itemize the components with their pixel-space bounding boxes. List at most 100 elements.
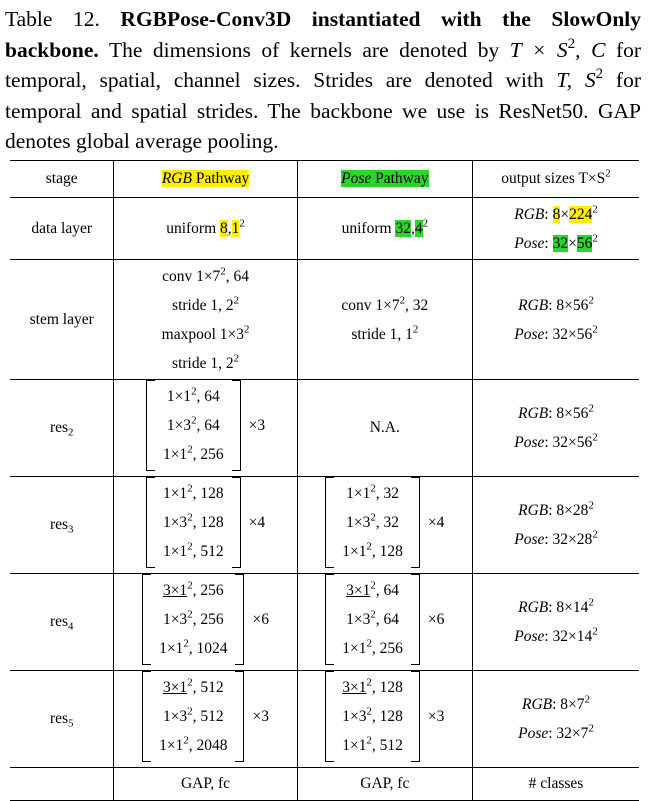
out-res2-rgb-label: RGB [518, 405, 549, 422]
header-pose-italic: Pose [341, 170, 372, 187]
pose-data-layer: uniform 32,42 [296, 197, 473, 260]
rgb-res2-body: 1×12, 64 1×32, 64 1×12, 256 [155, 380, 232, 471]
rgb-res3-k2: 1×3 [162, 514, 188, 531]
rgb-res2-k3-sup: 2 [187, 443, 193, 456]
rgb-res3-body: 1×12, 128 1×32, 128 1×12, 512 [155, 477, 232, 568]
table-row-res4: res4 3×12, 256 1×32, 256 1×12, 1024 ×6 3… [10, 573, 639, 671]
pose-stem-2-sup: 2 [412, 323, 419, 335]
caption-math-b: T, S [556, 68, 596, 92]
bracket-right [235, 574, 245, 665]
pose-stem-2: stride 1, 1 [351, 325, 413, 343]
stage-head-empty [10, 767, 115, 801]
pose-res5-c1: , 128 [371, 679, 403, 696]
caption-text-a: The dimensions of kernels are denoted by [108, 37, 500, 62]
table-row-res3: res3 1×12, 128 1×32, 128 1×12, 512 ×4 1×… [10, 476, 639, 574]
pose-res4-k1: 3×1 [346, 582, 371, 599]
bracket-left [142, 671, 152, 762]
out-data-pose-a: 32 [552, 234, 569, 252]
pose-res4-block: 3×12, 64 1×32, 64 1×12, 256 ×6 [325, 574, 444, 665]
out-data-rgb-a: 8 [552, 205, 561, 223]
rgb-res5-k3-sup: 2 [183, 734, 189, 747]
header-output-sizes: output sizes T×S2 [471, 160, 639, 198]
rgb-res4-k1: 3×1 [162, 582, 188, 599]
out-res5-rgb-sup: 2 [584, 693, 590, 706]
pose-res5-body: 3×12, 128 1×32, 128 1×12, 512 [334, 671, 411, 762]
pose-res3-k3: 1×1 [342, 543, 367, 560]
pose-res2: N.A. [296, 379, 473, 477]
rgb-stem-2-sup: 2 [233, 294, 240, 306]
rgb-res4-body: 3×12, 256 1×32, 256 1×12, 1024 [151, 574, 235, 665]
pose-stem-1-tail: , 32 [405, 296, 429, 314]
table-row-stem-layer: stem layer conv 1×72, 64 stride 1, 22 ma… [10, 259, 639, 380]
caption-label: Table 12. [5, 7, 100, 31]
out-res2-pose-sup: 2 [592, 431, 598, 444]
bracket-left [142, 574, 152, 665]
rgb-stem-4-sup: 2 [233, 352, 240, 364]
out-res4-pose-sup: 2 [592, 625, 598, 638]
rgb-res3-c3: , 512 [192, 543, 224, 560]
stage-stem-layer: stem layer [10, 259, 115, 380]
caption-text-c: for temporal and spatial strides. The ba… [5, 68, 641, 153]
table-row-res5: res5 3×12, 512 1×32, 512 1×12, 2048 ×3 3… [10, 670, 639, 768]
out-data-pose-x: × [568, 234, 577, 252]
bracket-left [325, 477, 335, 568]
rgb-res5-c3: , 2048 [188, 737, 228, 754]
rgb-res4-k2-sup: 2 [187, 608, 193, 621]
rgb-res5-c1: , 512 [192, 679, 224, 696]
rgb-res4-mult: ×6 [252, 610, 269, 628]
out-data-rgb-x: × [560, 205, 570, 223]
out-res5-pose-sup: 2 [588, 722, 594, 735]
stage-res4-sub: 4 [68, 620, 74, 633]
rgb-res5-k2: 1×3 [162, 708, 188, 725]
stage-res5-text: res [49, 710, 69, 727]
rgb-stem-1-sup: 2 [220, 265, 226, 277]
stage-res2-text: res [49, 419, 69, 436]
stage-res4: res4 [10, 573, 115, 671]
pose-res5-k2-sup: 2 [366, 705, 372, 718]
pose-stem-1: conv 1×7 [341, 296, 400, 314]
pose-res4-k3: 1×1 [342, 640, 367, 657]
pose-stem-layer: conv 1×72, 32 stride 1, 12 [296, 259, 473, 380]
rgb-res3-c1: , 128 [192, 485, 224, 502]
rgb-res4-k3: 1×1 [159, 640, 184, 657]
caption-bold-title: RGBPose-Conv3D instantiated with the Slo… [5, 7, 641, 62]
rgb-res4-c3: , 1024 [188, 640, 228, 657]
stage-res3-sub: 3 [68, 523, 74, 536]
out-res2-pose-label: Pose [514, 434, 545, 451]
caption-math-a-tail: , C [575, 37, 606, 62]
rgb-res3-k1-sup: 2 [187, 482, 193, 495]
stage-res3-text: res [49, 516, 69, 533]
caption-math-b-sup: 2 [595, 65, 604, 82]
bracket-right [231, 380, 241, 471]
stage-res4-text: res [49, 613, 69, 630]
bracket-left [145, 477, 155, 568]
rgb-res5-mult: ×3 [252, 707, 269, 725]
bracket-left [325, 574, 335, 665]
pose-stem-1-sup: 2 [399, 294, 406, 306]
output-data-layer: RGB: 8×2242 Pose: 32×562 [471, 197, 639, 260]
pose-data-sep: , [410, 219, 415, 237]
out-res5-rgb-label: RGB [521, 696, 553, 713]
rgb-res2-k3: 1×1 [162, 446, 188, 463]
rgb-res2-c1: , 64 [196, 388, 220, 405]
stage-res3: res3 [10, 476, 115, 574]
rgb-res3-k1: 1×1 [162, 485, 188, 502]
rgb-data-layer: uniform 8,12 [113, 197, 298, 260]
out-data-pose-b: 56 [576, 234, 593, 252]
output-stem-layer: RGB: 8×562 Pose: 32×562 [471, 259, 639, 380]
out-res4-pose-val: : 32×14 [544, 628, 593, 645]
output-head: # classes [471, 767, 639, 801]
stage-res5-sub: 5 [68, 717, 74, 730]
rgb-res3-k2-sup: 2 [187, 511, 193, 524]
rgb-res3-k3: 1×1 [162, 543, 188, 560]
out-stem-rgb-val: : 8×56 [548, 296, 589, 314]
rgb-res2: 1×12, 64 1×32, 64 1×12, 256 ×3 [113, 379, 298, 477]
rgb-res4-k3-sup: 2 [183, 637, 189, 650]
rgb-res4-c1: , 256 [192, 582, 224, 599]
out-res3-pose-sup: 2 [592, 528, 598, 541]
table-caption: Table 12. RGBPose-Conv3D instantiated wi… [5, 4, 641, 157]
out-res2-rgb-sup: 2 [588, 402, 594, 415]
out-res3-pose-val: : 32×28 [544, 531, 593, 548]
pose-res5-c3: , 512 [371, 737, 403, 754]
rgb-res3: 1×12, 128 1×32, 128 1×12, 512 ×4 [113, 476, 298, 574]
